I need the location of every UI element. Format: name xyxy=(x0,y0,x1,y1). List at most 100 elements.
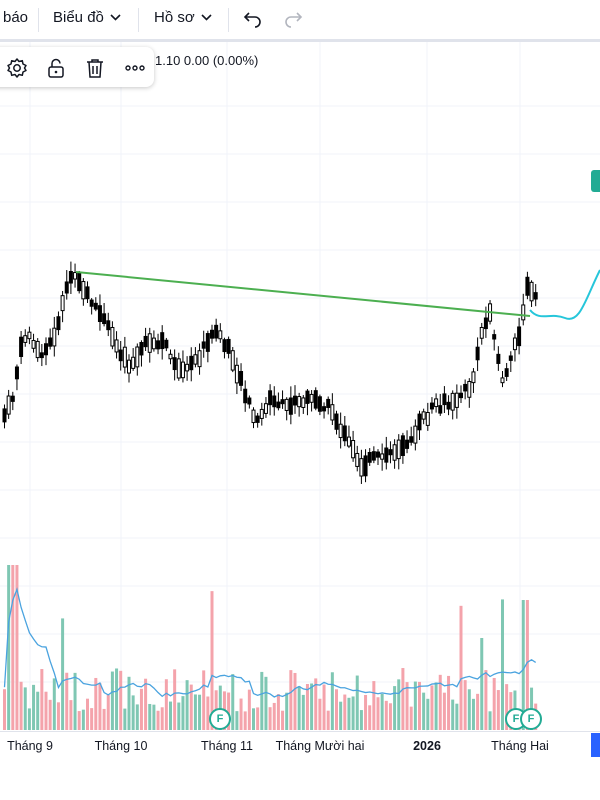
candle-body xyxy=(19,336,24,357)
candle xyxy=(180,350,185,383)
candle xyxy=(517,317,522,355)
profile-menu-button[interactable]: Hồ sơ xyxy=(154,9,212,26)
candle-body xyxy=(288,397,293,415)
undo-icon[interactable] xyxy=(243,10,263,28)
candle-body xyxy=(102,313,107,325)
candle xyxy=(529,280,534,307)
candle-body xyxy=(6,395,11,415)
candle-body xyxy=(151,337,156,350)
candle-body xyxy=(280,399,285,405)
candle xyxy=(77,270,82,294)
candle xyxy=(512,333,517,362)
candle-body xyxy=(243,388,248,404)
candle xyxy=(301,395,306,414)
candle xyxy=(459,385,463,404)
volume-bar xyxy=(193,694,197,730)
volume-bar xyxy=(447,675,451,730)
candle-body xyxy=(251,409,256,424)
trash-icon[interactable] xyxy=(84,57,106,79)
candle xyxy=(214,318,219,342)
candle-body xyxy=(23,335,28,343)
candle-body xyxy=(463,383,468,392)
candle-body xyxy=(56,316,61,331)
candle xyxy=(251,407,256,429)
candle-body xyxy=(106,320,111,331)
candle xyxy=(438,393,443,416)
more-icon[interactable] xyxy=(124,57,146,79)
candle xyxy=(421,408,426,425)
volume-bar xyxy=(355,675,359,730)
candle-body xyxy=(81,281,86,300)
volume-moving-average-line xyxy=(3,587,537,698)
volume-bar xyxy=(160,707,164,730)
volume-bar xyxy=(23,687,27,730)
candle xyxy=(139,340,144,367)
price-chart[interactable] xyxy=(0,42,600,732)
x-tick-label: 2026 xyxy=(413,739,441,753)
axis-scroll-marker[interactable] xyxy=(591,733,600,757)
candle-body xyxy=(118,349,123,362)
candle xyxy=(64,270,69,300)
chart-menu-label: Biểu đồ xyxy=(53,9,104,26)
volume-bar xyxy=(90,708,94,730)
candle-body xyxy=(330,404,335,421)
alerts-button[interactable]: báo xyxy=(3,9,28,26)
volume-bar xyxy=(61,618,65,730)
candle xyxy=(400,432,405,464)
candle xyxy=(334,410,339,435)
volume-bar xyxy=(521,600,525,730)
candle xyxy=(479,322,484,345)
candle-body xyxy=(413,425,418,444)
candle-body xyxy=(226,338,231,354)
candle xyxy=(346,425,351,449)
price-legend: 1.10 0.00 (0.00%) xyxy=(155,53,259,68)
candle-body xyxy=(371,451,376,461)
volume-bar xyxy=(260,671,264,730)
volume-bar xyxy=(40,669,44,730)
toolbar-divider xyxy=(38,8,39,32)
candle-body xyxy=(77,272,82,292)
volume-bar xyxy=(144,678,148,730)
candle xyxy=(521,293,526,326)
candle xyxy=(259,402,264,426)
candle-body xyxy=(359,458,364,477)
candle-body xyxy=(85,286,90,300)
volume-bar xyxy=(463,680,467,730)
candle-body xyxy=(384,447,389,463)
volume-bar xyxy=(393,686,397,730)
chart-grid xyxy=(0,42,600,732)
candle-body xyxy=(93,302,98,310)
volume-bar xyxy=(426,698,430,730)
volume-bar xyxy=(139,688,143,730)
candle xyxy=(110,321,115,350)
chart-menu-button[interactable]: Biểu đồ xyxy=(53,9,121,26)
volume-bar xyxy=(98,683,102,730)
candle xyxy=(172,349,177,381)
candle xyxy=(197,343,202,375)
candle xyxy=(255,412,260,428)
candle xyxy=(234,357,239,395)
candle xyxy=(471,368,476,394)
settings-icon[interactable] xyxy=(6,57,28,79)
volume-bar xyxy=(289,670,293,730)
event-marker-badge[interactable]: F xyxy=(209,708,231,730)
volume-bar xyxy=(239,698,243,730)
candle xyxy=(508,351,513,372)
volume-bar xyxy=(243,711,247,730)
event-marker-badge[interactable]: F xyxy=(520,708,542,730)
candle xyxy=(14,364,19,391)
volume-bar xyxy=(3,689,6,730)
candle xyxy=(52,316,57,357)
volume-bar xyxy=(380,693,384,730)
candle-body xyxy=(355,452,360,467)
unlock-icon[interactable] xyxy=(45,57,67,79)
candle-body xyxy=(442,393,447,406)
candle-body xyxy=(504,368,509,377)
candle xyxy=(429,397,434,414)
volume-bar xyxy=(401,668,405,730)
redo-icon[interactable] xyxy=(283,10,303,28)
candle xyxy=(384,436,389,470)
candle xyxy=(218,323,223,343)
volume-bar xyxy=(505,684,509,730)
volume-bar xyxy=(413,681,417,730)
